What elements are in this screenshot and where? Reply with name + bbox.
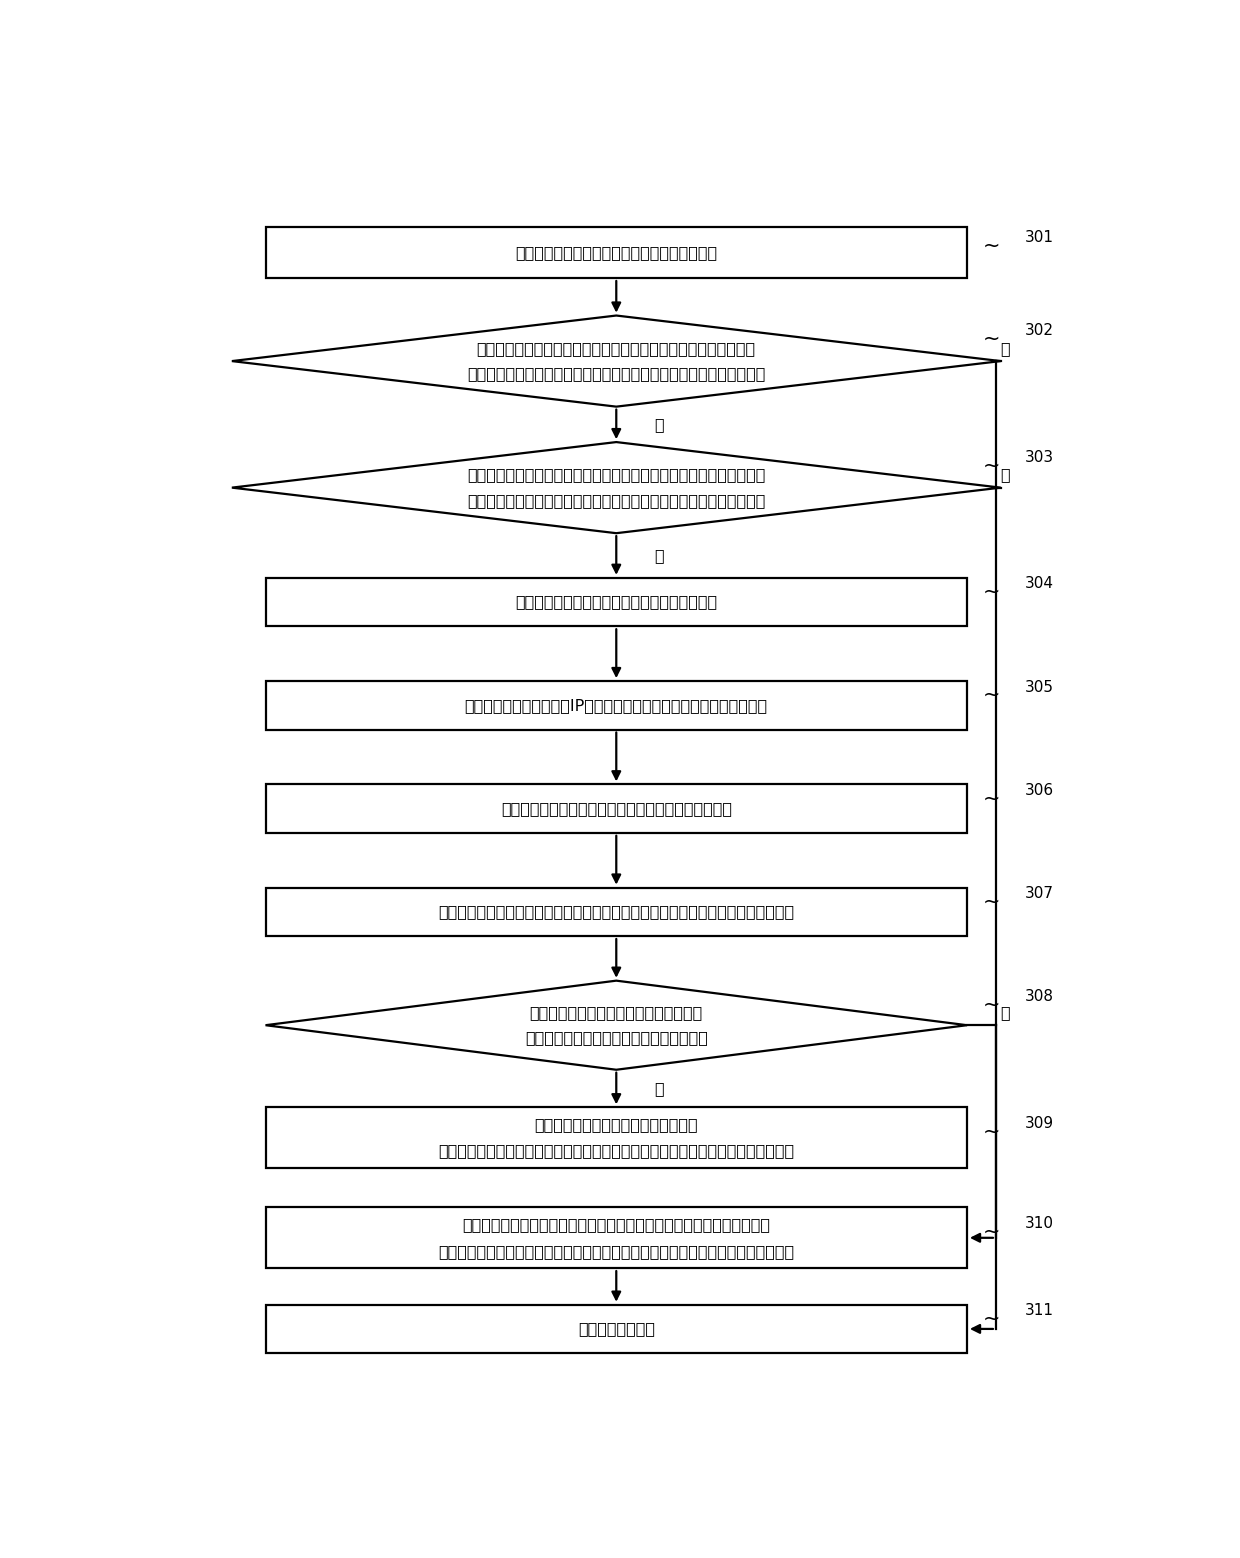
Bar bbox=[265, 888, 967, 936]
Bar bbox=[265, 227, 967, 277]
Text: 在操作系统安装成功之后，调度器会调用应用安装脚本: 在操作系统安装成功之后，调度器会调用应用安装脚本 bbox=[501, 801, 732, 816]
Text: 返回请求失败原因: 返回请求失败原因 bbox=[578, 1321, 655, 1337]
Text: ~: ~ bbox=[982, 581, 999, 601]
Text: 在数据迁移结束之后，调度器调用迁移测试: 在数据迁移结束之后，调度器调用迁移测试 bbox=[525, 1030, 708, 1045]
Text: ~: ~ bbox=[982, 1122, 999, 1142]
Text: 脚本，测试应用集群迁移的结果是否正确: 脚本，测试应用集群迁移的结果是否正确 bbox=[529, 1005, 703, 1020]
Text: 收到确认指令之后，将释放出的节点资源收回到云计算平台中的资源池中: 收到确认指令之后，将释放出的节点资源收回到云计算平台中的资源池中 bbox=[463, 1217, 770, 1232]
Text: 应用集群迁移失败或出现错误，则等待用户输入的应用集群迁移成功确认指令，在接: 应用集群迁移失败或出现错误，则等待用户输入的应用集群迁移成功确认指令，在接 bbox=[438, 1243, 795, 1259]
Bar bbox=[265, 578, 967, 626]
Text: 是: 是 bbox=[655, 1081, 665, 1095]
Text: 确定出请求进行迁移的应用集群的迁移属性信息，并对得到的迁移属性: 确定出请求进行迁移的应用集群的迁移属性信息，并对得到的迁移属性 bbox=[467, 366, 765, 382]
Text: 用户按照迁移框架的约定提交应用集群迁移请求: 用户按照迁移框架的约定提交应用集群迁移请求 bbox=[515, 245, 718, 260]
Text: 311: 311 bbox=[1024, 1302, 1054, 1318]
Text: 307: 307 bbox=[1024, 887, 1054, 901]
Text: ~: ~ bbox=[982, 996, 999, 1014]
Polygon shape bbox=[232, 316, 1001, 407]
Text: 310: 310 bbox=[1024, 1217, 1054, 1231]
Text: 是: 是 bbox=[655, 418, 665, 432]
Text: 点资源收回到云计算平台中的资源池中: 点资源收回到云计算平台中的资源池中 bbox=[534, 1117, 698, 1131]
Text: 306: 306 bbox=[1024, 782, 1054, 798]
Text: ~: ~ bbox=[982, 1221, 999, 1242]
Text: 点资源的需求在空闲资源池中，判断是否能够分配满足需求的节点资源: 点资源的需求在空闲资源池中，判断是否能够分配满足需求的节点资源 bbox=[467, 467, 765, 483]
Text: ~: ~ bbox=[982, 788, 999, 809]
Text: 否: 否 bbox=[1001, 467, 1011, 483]
Polygon shape bbox=[265, 980, 967, 1070]
Bar bbox=[265, 1108, 967, 1168]
Bar bbox=[265, 1304, 967, 1354]
Text: 否: 否 bbox=[1001, 341, 1011, 357]
Polygon shape bbox=[232, 442, 1001, 533]
Text: 调度器根据得到的迁移属性信息，分析请求进行迁移的应用集群对新节: 调度器根据得到的迁移属性信息，分析请求进行迁移的应用集群对新节 bbox=[467, 492, 765, 508]
Text: ~: ~ bbox=[982, 235, 999, 256]
Text: 305: 305 bbox=[1024, 679, 1054, 695]
Text: 302: 302 bbox=[1024, 323, 1054, 338]
Bar bbox=[265, 1207, 967, 1268]
Text: 是: 是 bbox=[655, 548, 665, 562]
Text: 303: 303 bbox=[1024, 450, 1054, 464]
Text: 调度器在空闲资源池中分配满足需求的节点资源: 调度器在空闲资源池中分配满足需求的节点资源 bbox=[515, 595, 718, 609]
Text: 否: 否 bbox=[1001, 1005, 1011, 1020]
Text: 信息进行验证，判断得到的迁移属性信息是否符合迁移框架的规定: 信息进行验证，判断得到的迁移属性信息是否符合迁移框架的规定 bbox=[476, 341, 756, 355]
Text: 308: 308 bbox=[1024, 989, 1054, 1005]
Text: ~: ~ bbox=[982, 686, 999, 706]
Text: 在应用程序安装成功之后，调度器调用数据迁移脚本，进行应用集群的数据迁移步骤: 在应用程序安装成功之后，调度器调用数据迁移脚本，进行应用集群的数据迁移步骤 bbox=[438, 904, 795, 919]
Text: 309: 309 bbox=[1024, 1116, 1054, 1131]
Text: ~: ~ bbox=[982, 329, 999, 349]
Text: 为确定出的节点资源分配IP地址，并为确定出的节点资源安装操作系统: 为确定出的节点资源分配IP地址，并为确定出的节点资源安装操作系统 bbox=[465, 698, 768, 714]
Bar bbox=[265, 784, 967, 834]
Text: ~: ~ bbox=[982, 455, 999, 475]
Bar bbox=[265, 681, 967, 729]
Text: 304: 304 bbox=[1024, 576, 1054, 592]
Text: ~: ~ bbox=[982, 891, 999, 911]
Text: 应用集群迁移的结果正确，即应用集群迁移成功，将申请迁移的应用集群释放出的节: 应用集群迁移的结果正确，即应用集群迁移成功，将申请迁移的应用集群释放出的节 bbox=[438, 1144, 795, 1159]
Text: ~: ~ bbox=[982, 1309, 999, 1329]
Text: 301: 301 bbox=[1024, 231, 1054, 245]
